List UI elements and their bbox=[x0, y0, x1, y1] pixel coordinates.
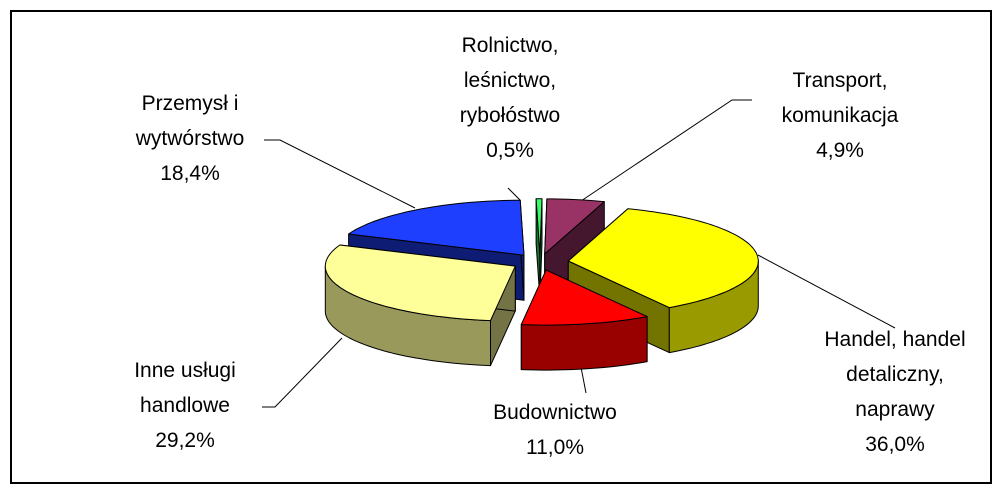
slice bbox=[544, 198, 605, 255]
leader-line bbox=[262, 337, 343, 408]
leader-line bbox=[574, 99, 752, 206]
value-label: 36,0% bbox=[865, 433, 925, 456]
slice-label: Handel, handel detaliczny, naprawy 36,0% bbox=[775, 322, 1002, 462]
category-label: Transport, komunikacja bbox=[781, 69, 899, 127]
category-label: Inne usługi handlowe bbox=[134, 359, 236, 417]
value-label: 29,2% bbox=[155, 429, 215, 452]
slice bbox=[348, 199, 525, 256]
slice bbox=[520, 269, 648, 326]
value-label: 11,0% bbox=[526, 436, 584, 459]
slice-label: Przemysł i wytwórstwo 18,4% bbox=[70, 86, 310, 191]
category-label: Budownictwo bbox=[493, 401, 617, 424]
chart-frame bbox=[10, 10, 992, 484]
value-label: 18,4% bbox=[160, 162, 220, 185]
slice bbox=[535, 198, 543, 255]
slice-label: Rolnictwo, leśnictwo, rybołóstwo 0,5% bbox=[390, 28, 630, 168]
slice bbox=[324, 244, 516, 322]
slice-label: Budownictwo 11,0% bbox=[435, 395, 675, 465]
leader-line bbox=[507, 187, 521, 201]
leader-line bbox=[264, 139, 416, 209]
value-label: 4,9% bbox=[816, 139, 864, 162]
slice-label: Inne usługi handlowe 29,2% bbox=[65, 353, 305, 458]
category-label: Przemysł i wytwórstwo bbox=[135, 92, 245, 150]
value-label: 0,5% bbox=[486, 139, 534, 162]
slice-label: Transport, komunikacja 4,9% bbox=[720, 63, 960, 168]
category-label: Rolnictwo, leśnictwo, rybołóstwo bbox=[459, 34, 561, 127]
leader-line bbox=[757, 254, 896, 329]
slice bbox=[567, 208, 759, 309]
category-label: Handel, handel detaliczny, naprawy bbox=[824, 328, 966, 421]
pie bbox=[324, 198, 759, 371]
